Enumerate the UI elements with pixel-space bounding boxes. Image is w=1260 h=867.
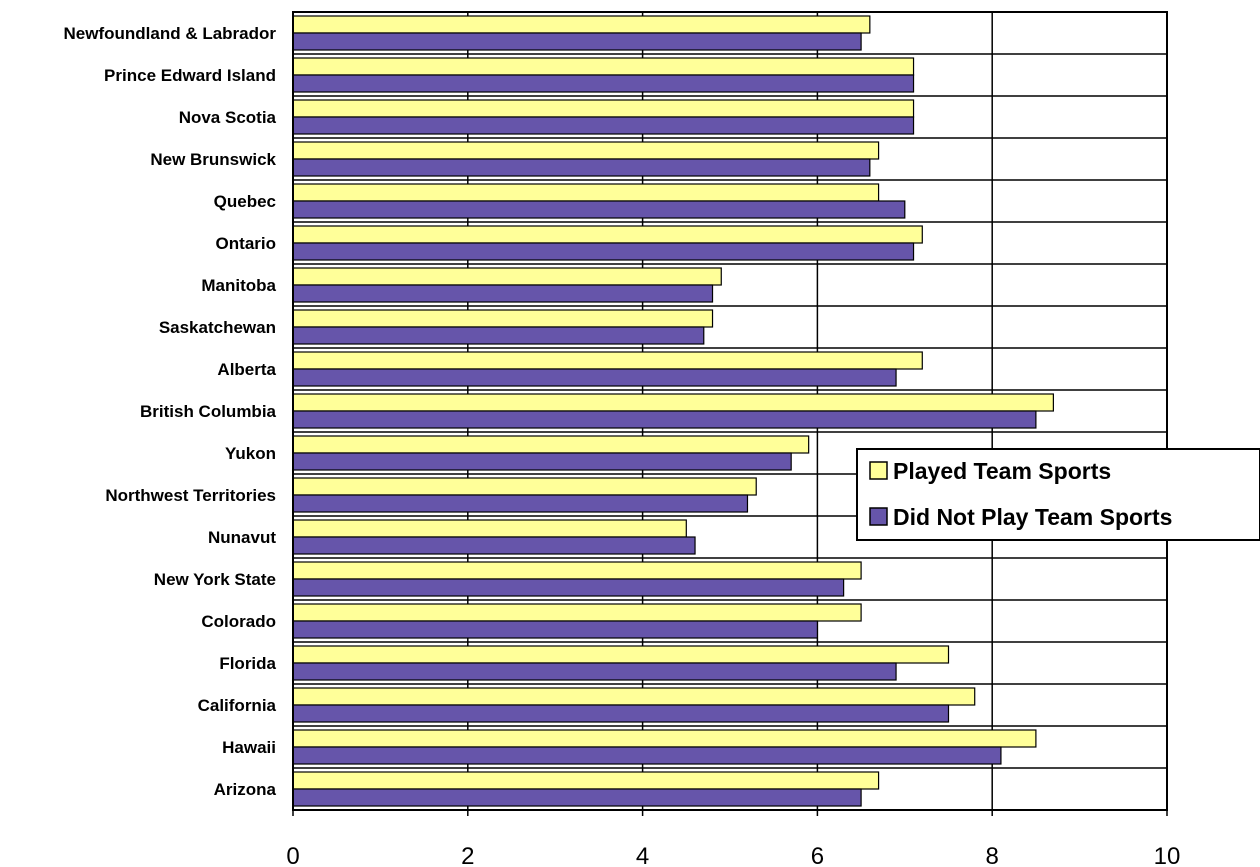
bar-played-1 xyxy=(292,57,915,76)
bars xyxy=(292,15,1054,807)
category-label-16: California xyxy=(198,696,277,715)
tick-label-2: 2 xyxy=(461,843,474,867)
category-label-9: British Columbia xyxy=(140,402,277,421)
category-label-5: Ontario xyxy=(216,234,276,253)
category-label-14: Colorado xyxy=(201,612,276,631)
legend-swatch-did-not-play xyxy=(869,507,888,526)
bar-did-not-play-9 xyxy=(292,410,1037,429)
bar-played-2 xyxy=(292,99,915,118)
bar-did-not-play-14 xyxy=(292,620,819,639)
bar-did-not-play-6 xyxy=(292,284,714,303)
bar-did-not-play-10 xyxy=(292,452,792,471)
legend-box xyxy=(856,448,1260,541)
legend-swatch-played xyxy=(869,461,888,480)
category-label-7: Saskatchewan xyxy=(159,318,276,337)
bar-played-11 xyxy=(292,477,757,496)
category-labels: Newfoundland & Labrador Prince Edward Isl… xyxy=(64,24,277,799)
bar-did-not-play-8 xyxy=(292,368,897,387)
bar-did-not-play-18 xyxy=(292,788,862,807)
bar-played-6 xyxy=(292,267,722,286)
bar-played-16 xyxy=(292,687,976,706)
bar-played-4 xyxy=(292,183,880,202)
bar-played-3 xyxy=(292,141,880,160)
tick-label-8: 8 xyxy=(986,843,999,867)
bar-played-10 xyxy=(292,435,810,454)
category-label-18: Arizona xyxy=(214,780,277,799)
category-label-1: Prince Edward Island xyxy=(104,66,276,85)
bar-did-not-play-12 xyxy=(292,536,696,555)
bar-played-18 xyxy=(292,771,880,790)
category-label-4: Quebec xyxy=(214,192,276,211)
legend: Played Team Sports Did Not Play Team Spo… xyxy=(856,448,1260,541)
category-label-0: Newfoundland & Labrador xyxy=(64,24,277,43)
category-label-10: Yukon xyxy=(225,444,276,463)
bar-played-17 xyxy=(292,729,1037,748)
category-label-8: Alberta xyxy=(217,360,276,379)
tick-label-6: 6 xyxy=(811,843,824,867)
category-label-15: Florida xyxy=(219,654,276,673)
bar-did-not-play-16 xyxy=(292,704,950,723)
bar-played-0 xyxy=(292,15,871,34)
bar-did-not-play-1 xyxy=(292,74,915,93)
category-label-2: Nova Scotia xyxy=(179,108,277,127)
bar-played-8 xyxy=(292,351,923,370)
bar-did-not-play-3 xyxy=(292,158,871,177)
bar-played-13 xyxy=(292,561,862,580)
tick-label-0: 0 xyxy=(286,843,299,867)
x-axis-ticks: 0 2 4 6 8 10 xyxy=(286,810,1180,867)
legend-label-played: Played Team Sports xyxy=(893,458,1111,484)
bar-played-9 xyxy=(292,393,1054,412)
bar-did-not-play-11 xyxy=(292,494,749,513)
category-label-11: Northwest Territories xyxy=(105,486,276,505)
bar-did-not-play-17 xyxy=(292,746,1002,765)
bar-did-not-play-13 xyxy=(292,578,845,597)
bar-did-not-play-15 xyxy=(292,662,897,681)
bar-did-not-play-0 xyxy=(292,32,862,51)
category-label-3: New Brunswick xyxy=(150,150,276,169)
bar-played-14 xyxy=(292,603,862,622)
category-label-13: New York State xyxy=(154,570,276,589)
tick-label-4: 4 xyxy=(636,843,649,867)
category-label-12: Nunavut xyxy=(208,528,276,547)
tick-label-10: 10 xyxy=(1154,843,1181,867)
bar-did-not-play-4 xyxy=(292,200,906,219)
bar-played-7 xyxy=(292,309,714,328)
category-label-6: Manitoba xyxy=(201,276,276,295)
bar-did-not-play-7 xyxy=(292,326,705,345)
bar-did-not-play-5 xyxy=(292,242,915,261)
bar-did-not-play-2 xyxy=(292,116,915,135)
bar-played-15 xyxy=(292,645,950,664)
category-label-17: Hawaii xyxy=(222,738,276,757)
legend-label-did-not-play: Did Not Play Team Sports xyxy=(893,504,1172,530)
bar-played-12 xyxy=(292,519,687,538)
bar-played-5 xyxy=(292,225,923,244)
plot-border xyxy=(292,11,1168,811)
